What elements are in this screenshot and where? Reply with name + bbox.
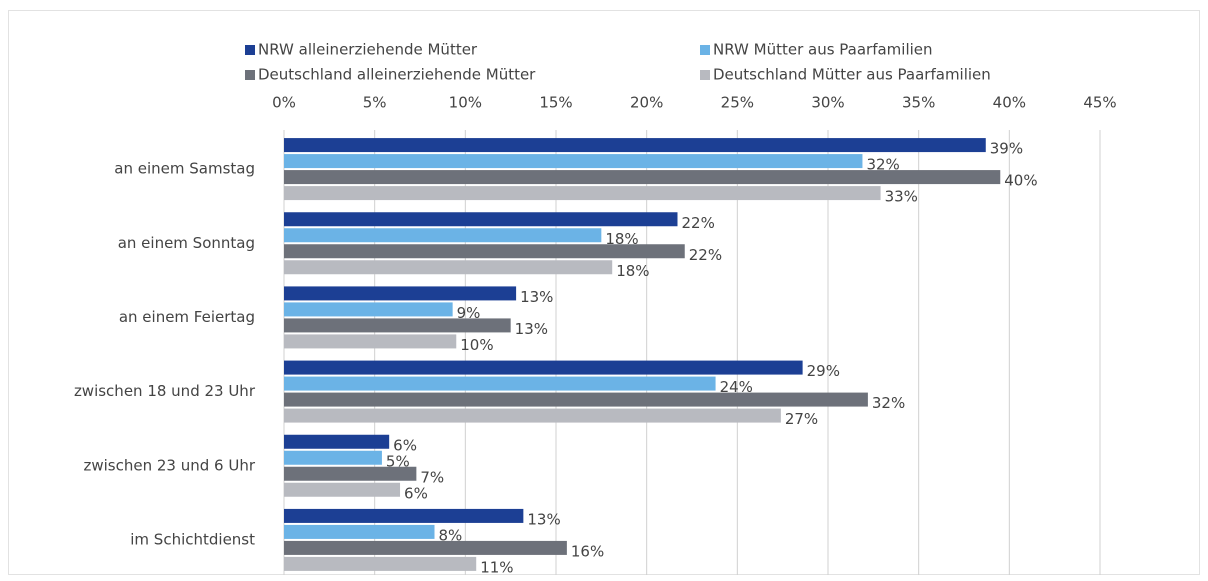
x-tick-label: 0% <box>272 94 296 112</box>
x-tick-label: 5% <box>363 94 387 112</box>
bar <box>284 376 716 391</box>
value-label: 18% <box>605 230 638 248</box>
chart-frame <box>8 10 1200 575</box>
value-label: 16% <box>571 542 604 560</box>
bar <box>284 508 524 523</box>
legend-swatch <box>700 45 710 55</box>
bar <box>284 302 453 317</box>
x-tick-label: 45% <box>1083 94 1116 112</box>
bar <box>284 286 517 301</box>
bar <box>284 154 863 169</box>
value-label: 22% <box>689 246 722 264</box>
category-label: im Schichtdienst <box>130 530 255 548</box>
value-label: 39% <box>990 140 1023 158</box>
value-label: 18% <box>616 262 649 280</box>
legend-label: Deutschland Mütter aus Paarfamilien <box>713 66 991 84</box>
bar <box>284 556 477 571</box>
bar <box>284 540 567 555</box>
value-label: 11% <box>480 558 513 576</box>
bar <box>284 466 417 481</box>
value-label: 7% <box>420 468 444 486</box>
bar <box>284 524 435 539</box>
value-label: 27% <box>785 410 818 428</box>
value-label: 6% <box>393 436 417 454</box>
value-label: 32% <box>866 156 899 174</box>
bar <box>284 212 678 227</box>
category-label: an einem Sonntag <box>118 234 255 252</box>
x-tick-label: 20% <box>630 94 663 112</box>
x-tick-label: 10% <box>449 94 482 112</box>
bar <box>284 260 613 275</box>
category-label: zwischen 18 und 23 Uhr <box>74 382 256 400</box>
bar <box>284 138 986 153</box>
x-tick-label: 15% <box>539 94 572 112</box>
legend-label: NRW Mütter aus Paarfamilien <box>713 41 933 59</box>
value-label: 10% <box>460 336 493 354</box>
bar <box>284 170 1001 185</box>
value-label: 9% <box>457 304 481 322</box>
bar <box>284 318 511 333</box>
legend-label: NRW alleinerziehende Mütter <box>258 41 478 59</box>
bar <box>284 408 781 423</box>
value-label: 6% <box>404 484 428 502</box>
bar <box>284 450 382 465</box>
x-tick-label: 25% <box>721 94 754 112</box>
category-label: an einem Feiertag <box>119 308 255 326</box>
x-tick-label: 30% <box>811 94 844 112</box>
legend-label: Deutschland alleinerziehende Mütter <box>258 66 536 84</box>
value-label: 5% <box>386 452 410 470</box>
value-label: 33% <box>885 188 918 206</box>
legend-swatch <box>245 45 255 55</box>
bar <box>284 228 602 243</box>
bar <box>284 360 803 375</box>
bar <box>284 434 390 449</box>
value-label: 32% <box>872 394 905 412</box>
value-label: 8% <box>439 526 463 544</box>
value-label: 13% <box>527 510 560 528</box>
value-label: 22% <box>681 214 714 232</box>
value-label: 29% <box>807 362 840 380</box>
value-label: 40% <box>1004 172 1037 190</box>
category-label: zwischen 23 und 6 Uhr <box>83 456 255 474</box>
legend-swatch <box>700 70 710 80</box>
category-label: an einem Samstag <box>114 160 255 178</box>
bar <box>284 244 685 259</box>
x-tick-label: 35% <box>902 94 935 112</box>
value-label: 13% <box>520 288 553 306</box>
value-label: 24% <box>720 378 753 396</box>
x-tick-label: 40% <box>993 94 1026 112</box>
bar <box>284 482 401 497</box>
bar <box>284 334 457 349</box>
value-label: 13% <box>515 320 548 338</box>
bar <box>284 392 868 407</box>
bar <box>284 186 881 201</box>
legend-swatch <box>245 70 255 80</box>
